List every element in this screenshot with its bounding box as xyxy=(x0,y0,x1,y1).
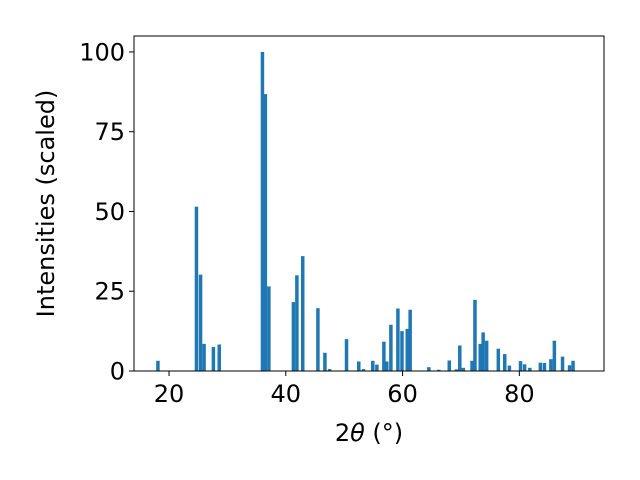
bar xyxy=(461,367,466,371)
x-axis: 20 40 60 80 xyxy=(154,371,535,408)
bar xyxy=(473,299,477,371)
bar xyxy=(371,360,375,371)
bar xyxy=(263,94,268,371)
bar xyxy=(327,369,332,371)
x-axis-label-theta: θ xyxy=(350,419,365,447)
y-axis: 0 25 50 75 100 xyxy=(79,38,134,386)
bar xyxy=(198,274,203,371)
x-tick-label: 40 xyxy=(271,380,302,408)
bar xyxy=(427,367,431,371)
bar xyxy=(260,51,265,371)
y-axis-label: Intensities (scaled) xyxy=(32,90,60,318)
bar xyxy=(454,369,459,371)
x-tick-label: 20 xyxy=(154,380,185,408)
bar xyxy=(291,302,296,371)
bar xyxy=(400,331,404,371)
bar xyxy=(518,361,523,371)
bar xyxy=(385,361,389,371)
bar xyxy=(542,363,547,371)
plot-frame xyxy=(133,35,605,372)
bar xyxy=(217,344,221,371)
bar xyxy=(408,309,412,371)
y-tick-label: 75 xyxy=(94,118,125,146)
bar xyxy=(549,359,553,371)
bar xyxy=(560,356,565,371)
bar xyxy=(496,348,501,371)
bar xyxy=(481,332,485,371)
bar xyxy=(382,341,386,371)
bar xyxy=(507,365,512,371)
bar xyxy=(538,362,543,371)
bar xyxy=(361,369,366,371)
bar xyxy=(528,367,532,371)
bar xyxy=(458,345,462,371)
bar xyxy=(552,340,557,371)
bar xyxy=(323,352,327,371)
bar xyxy=(202,343,206,371)
bar xyxy=(437,369,441,371)
bar xyxy=(447,360,452,371)
bar xyxy=(156,360,160,371)
x-axis-label-prefix: 2 xyxy=(335,419,350,447)
bar xyxy=(567,365,572,371)
bar xyxy=(357,361,361,371)
bar xyxy=(295,275,299,371)
bar xyxy=(211,347,216,371)
bar xyxy=(267,286,271,371)
bar xyxy=(405,328,409,371)
x-tick-label: 80 xyxy=(504,380,535,408)
bar xyxy=(194,206,199,371)
x-axis-label: 2θ (°) xyxy=(335,419,403,447)
y-tick-label: 50 xyxy=(94,198,125,226)
y-tick-label: 25 xyxy=(94,278,125,306)
y-tick-label: 100 xyxy=(79,38,125,66)
x-tick-label: 60 xyxy=(387,380,418,408)
bar xyxy=(375,364,379,371)
bar xyxy=(502,354,507,371)
bar xyxy=(478,343,482,371)
bar xyxy=(522,364,527,371)
bar xyxy=(316,308,320,371)
bar xyxy=(389,324,393,371)
bar xyxy=(300,256,305,371)
bar xyxy=(571,360,575,371)
x-axis-label-suffix: (°) xyxy=(365,419,403,447)
y-tick-label: 0 xyxy=(110,358,125,386)
bar xyxy=(484,340,489,371)
bar-series xyxy=(156,51,575,371)
bar xyxy=(344,339,349,371)
bar xyxy=(396,308,400,371)
bar xyxy=(470,360,474,371)
